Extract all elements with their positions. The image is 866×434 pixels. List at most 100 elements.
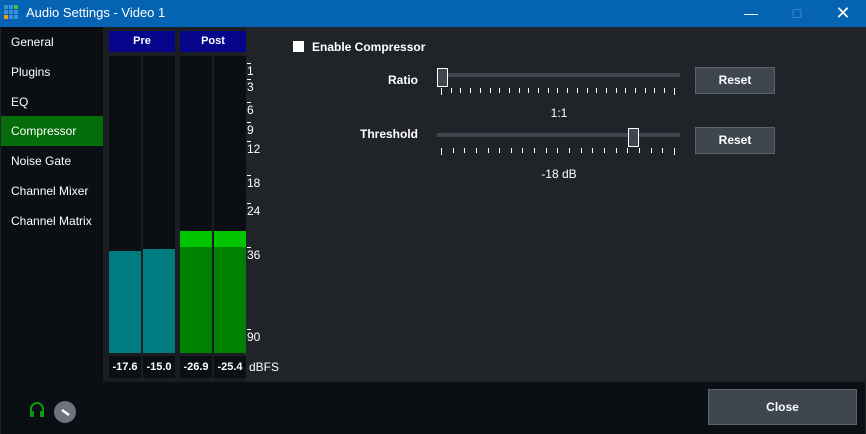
scale-label: 90	[247, 329, 261, 344]
sidebar-item-compressor[interactable]: Compressor	[1, 116, 103, 146]
slider-tick	[576, 88, 578, 93]
ratio-slider-thumb[interactable]	[437, 68, 448, 87]
ratio-reset-button[interactable]: Reset	[695, 67, 775, 94]
close-icon: ✕	[835, 3, 851, 23]
meter-value: -26.9	[180, 356, 212, 378]
slider-tick	[615, 148, 617, 153]
slider-tick	[528, 88, 530, 93]
meter-value: -25.4	[214, 356, 246, 378]
ratio-ticks	[441, 88, 675, 95]
sidebar-item-plugins[interactable]: Plugins	[11, 65, 51, 79]
slider-tick	[470, 88, 472, 93]
meter-fill	[180, 247, 212, 353]
minimize-button[interactable]: —	[728, 0, 774, 27]
enable-compressor-label[interactable]: Enable Compressor	[312, 40, 426, 54]
volume-knob[interactable]	[53, 400, 77, 424]
slider-tick	[545, 148, 547, 153]
close-window-button[interactable]: ✕	[820, 0, 866, 27]
maximize-button[interactable]: □	[774, 0, 820, 27]
slider-tick	[452, 148, 454, 153]
slider-tick	[654, 88, 656, 93]
meter-value: -17.6	[109, 356, 141, 378]
unit-label: dBFS	[249, 360, 280, 374]
slider-tick	[603, 148, 605, 153]
slider-tick	[518, 88, 520, 93]
slider-tick	[569, 148, 571, 153]
meter-fill	[143, 249, 175, 353]
sidebar-item-eq[interactable]: EQ	[11, 95, 29, 109]
slider-tick	[627, 148, 629, 153]
slider-tick	[499, 148, 501, 153]
sidebar: General Plugins EQ Compressor Noise Gate…	[1, 27, 103, 382]
slider-tick	[441, 148, 442, 155]
slider-tick	[664, 88, 666, 93]
slider-tick	[662, 148, 664, 153]
slider-tick	[673, 88, 675, 95]
slider-tick	[508, 88, 510, 93]
app-logo-icon	[4, 5, 18, 19]
threshold-label: Threshold	[359, 127, 418, 141]
meter-fill	[214, 247, 246, 353]
slider-tick	[487, 148, 489, 153]
slider-tick	[592, 148, 594, 153]
enable-compressor-checkbox[interactable]	[293, 41, 304, 52]
close-button[interactable]: Close	[708, 389, 857, 425]
slider-tick	[644, 88, 646, 93]
slider-tick	[638, 148, 640, 153]
slider-tick	[650, 148, 652, 153]
minimize-icon: —	[744, 5, 758, 21]
sidebar-item-general[interactable]: General	[11, 35, 54, 49]
scale-label: 3	[247, 79, 254, 94]
slider-tick	[534, 148, 536, 153]
slider-tick	[522, 148, 524, 153]
slider-tick	[673, 148, 675, 155]
scale-label: 12	[247, 141, 261, 156]
sidebar-item-noise-gate[interactable]: Noise Gate	[11, 154, 72, 168]
post-meter-header: Post	[180, 31, 246, 52]
post-meter-right	[214, 56, 246, 353]
slider-tick	[464, 148, 466, 153]
scale-label: 36	[247, 247, 261, 262]
slider-tick	[635, 88, 637, 93]
scale-label: 1	[247, 63, 254, 78]
scale-label: 24	[247, 203, 261, 218]
slider-tick	[605, 88, 607, 93]
slider-tick	[615, 88, 617, 93]
ratio-value: 1:1	[550, 106, 568, 120]
meter-value: -15.0	[143, 356, 175, 378]
ratio-slider[interactable]	[437, 73, 680, 77]
threshold-slider-thumb[interactable]	[628, 128, 639, 147]
slider-tick	[567, 88, 569, 93]
slider-tick	[596, 88, 598, 93]
post-meter-left	[180, 56, 212, 353]
title-bar: Audio Settings - Video 1 — □ ✕	[0, 0, 866, 27]
threshold-reset-button[interactable]: Reset	[695, 127, 775, 154]
sidebar-item-channel-matrix[interactable]: Channel Matrix	[11, 214, 92, 228]
headphones-icon[interactable]	[29, 402, 45, 417]
slider-tick	[557, 88, 559, 93]
pre-meter-left	[109, 56, 141, 353]
slider-tick	[586, 88, 588, 93]
slider-tick	[510, 148, 512, 153]
slider-tick	[489, 88, 491, 93]
scale-label: 9	[247, 122, 254, 137]
slider-tick	[460, 88, 462, 93]
scale-label: 6	[247, 102, 254, 117]
ratio-label: Ratio	[388, 73, 418, 87]
sidebar-item-channel-mixer[interactable]: Channel Mixer	[11, 184, 89, 198]
meter-fill	[109, 251, 141, 353]
slider-tick	[625, 88, 627, 93]
slider-tick	[450, 88, 452, 93]
threshold-ticks	[441, 148, 675, 155]
threshold-value: -18 dB	[541, 167, 577, 181]
maximize-icon: □	[792, 5, 802, 21]
pre-meter-right	[143, 56, 175, 353]
slider-tick	[499, 88, 501, 93]
slider-tick	[538, 88, 540, 93]
slider-tick	[547, 88, 549, 93]
threshold-slider[interactable]	[437, 133, 680, 137]
slider-tick	[557, 148, 559, 153]
slider-tick	[441, 88, 442, 95]
slider-tick	[580, 148, 582, 153]
slider-tick	[479, 88, 481, 93]
